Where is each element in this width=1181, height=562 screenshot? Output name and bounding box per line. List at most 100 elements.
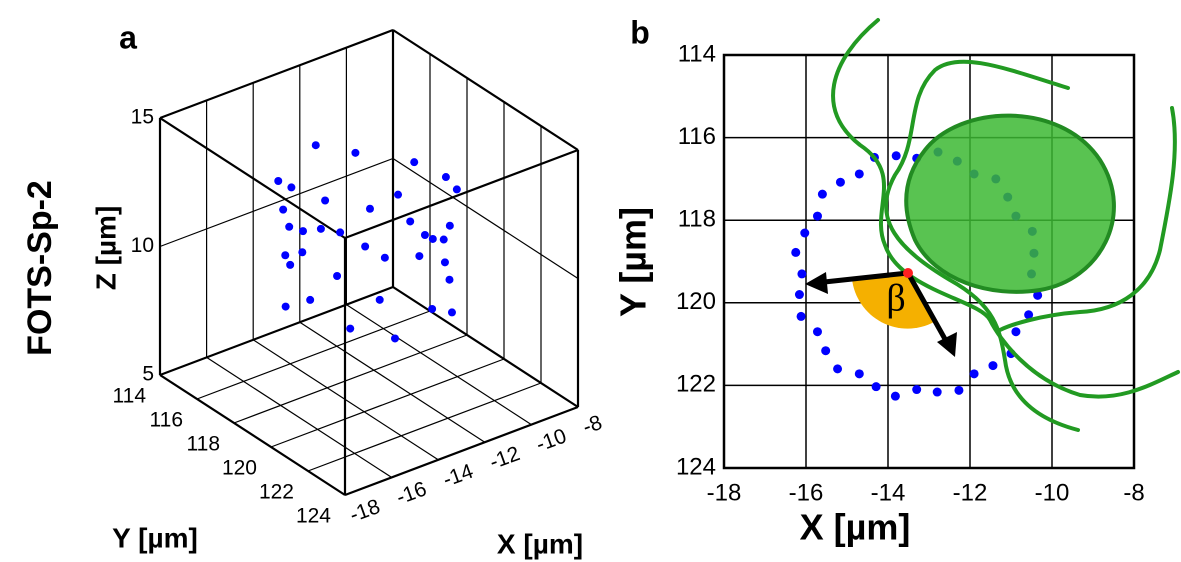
data-point: [791, 247, 801, 257]
grid-line: [299, 321, 486, 443]
data-point: [812, 211, 822, 221]
y-tick-label: 114: [678, 40, 716, 67]
z-tick-label: 10: [131, 234, 154, 257]
grid-line: [392, 157, 579, 280]
y-tick-label: 118: [187, 433, 220, 456]
x-tick-label: -16: [789, 479, 824, 506]
data-point: [871, 382, 881, 392]
data-point: [274, 177, 283, 186]
y-tick-label: 124: [296, 505, 331, 528]
y-tick-label: 124: [676, 453, 716, 480]
y-axis-title: Y [µm]: [613, 207, 654, 317]
data-point: [298, 248, 307, 257]
y-tick-label: 120: [676, 288, 716, 315]
data-point: [796, 311, 806, 321]
x-tick-label: -8: [580, 411, 605, 439]
box-edge: [392, 286, 579, 408]
y-tick-label: 114: [113, 385, 147, 408]
vertex-dot: [903, 268, 913, 278]
data-point: [406, 217, 415, 226]
box-edge: [344, 148, 579, 240]
grid-line: [233, 334, 468, 424]
data-point: [428, 234, 437, 243]
data-point: [854, 369, 864, 379]
data-point: [1024, 310, 1034, 320]
cell-outline: [884, 59, 1080, 432]
y-tick-label: 116: [150, 409, 183, 432]
data-point: [375, 295, 384, 304]
data-point: [439, 235, 448, 244]
data-point: [285, 222, 294, 231]
data-point: [890, 391, 900, 401]
grid-line: [307, 382, 542, 472]
x-tick-label: -8: [1123, 479, 1144, 506]
data-point: [361, 242, 370, 251]
data-point: [447, 308, 456, 317]
x-tick-label: -18: [707, 479, 742, 506]
data-point: [390, 334, 399, 343]
cell-body: [904, 113, 1116, 294]
data-point: [797, 269, 807, 279]
data-point: [988, 361, 998, 371]
panel-b: -18 -16 -14 -12 -10 -8 114 116 118 120 122 124 β: [676, 18, 1180, 506]
data-point: [365, 204, 374, 213]
data-point: [299, 227, 307, 236]
data-point: [394, 190, 403, 199]
data-point: [969, 369, 979, 379]
data-point: [415, 252, 424, 261]
x-tick-label: -10: [1035, 479, 1070, 506]
data-point: [833, 364, 843, 374]
data-point: [281, 302, 290, 311]
data-point: [333, 271, 342, 280]
data-point: [279, 205, 288, 214]
box-edge: [159, 28, 394, 120]
data-point: [452, 185, 461, 194]
grid-line: [270, 358, 505, 448]
arrow-head: [937, 332, 957, 357]
box-edge: [159, 117, 346, 239]
panel-label: b: [630, 14, 650, 50]
x-tick-label: -12: [953, 479, 988, 506]
data-point: [321, 196, 330, 205]
data-point: [440, 258, 449, 267]
grid-line: [346, 304, 532, 426]
x-axis-title: X [µm]: [497, 528, 583, 559]
box-edge: [159, 285, 394, 377]
data-point: [287, 183, 296, 192]
x-tick-label: -14: [871, 479, 906, 506]
cell-outline: [998, 106, 1177, 332]
angle-label: β: [886, 278, 905, 320]
grid-line: [206, 356, 392, 478]
z-tick-label: 15: [131, 106, 154, 129]
data-point: [954, 385, 964, 395]
x-tick-label: -12: [487, 442, 523, 474]
z-tick-label: 5: [142, 363, 154, 386]
x-tick-label: -14: [440, 460, 477, 492]
y-tick-label: 120: [222, 457, 257, 480]
data-point: [817, 189, 827, 199]
data-point: [281, 251, 290, 260]
panel-label: a: [119, 19, 137, 55]
arrow: [905, 270, 953, 351]
data-point: [351, 148, 360, 157]
cell-outline: [831, 18, 1180, 399]
y-tick-label: 122: [676, 371, 716, 398]
grid-line: [196, 310, 431, 400]
y-tick-label: 118: [678, 206, 716, 233]
data-point: [380, 253, 389, 262]
y-axis-title: Y [µm]: [112, 522, 198, 553]
data-point: [428, 304, 437, 313]
box-edge: [344, 405, 579, 497]
box-edge: [392, 29, 579, 151]
row-label: FOTS-Sp-2: [21, 180, 59, 356]
arrow-head: [805, 272, 828, 294]
data-point: [812, 327, 822, 337]
data-point: [912, 385, 922, 395]
data-point: [445, 221, 454, 230]
x-tick-label: -16: [393, 477, 429, 509]
plot-frame: [722, 53, 1136, 470]
data-point: [854, 169, 864, 179]
data-point: [445, 275, 454, 284]
data-point: [821, 346, 831, 356]
data-point: [441, 173, 450, 182]
